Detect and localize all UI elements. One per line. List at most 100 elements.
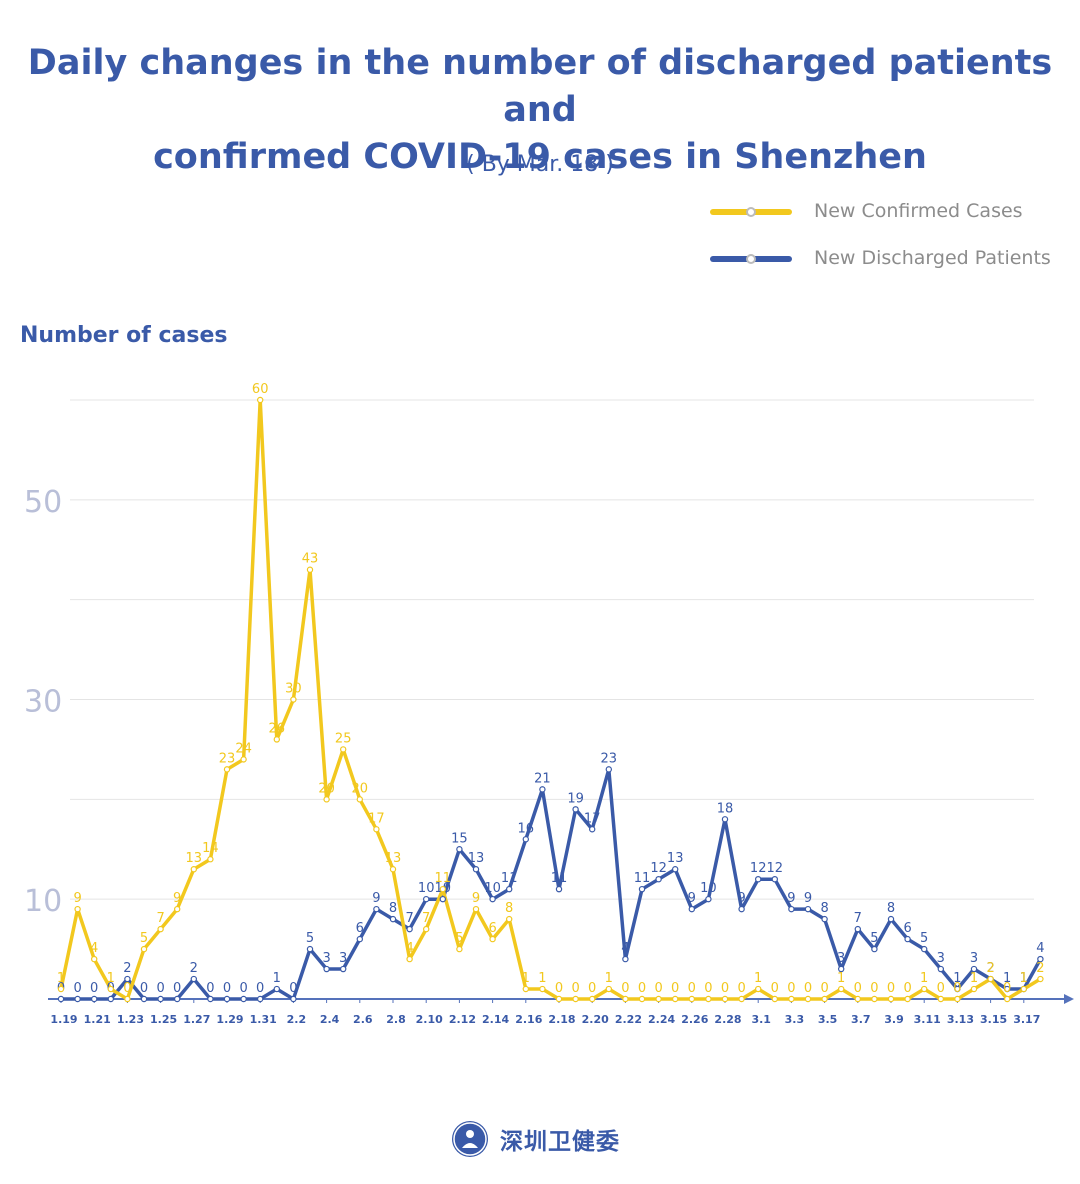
data-point-discharged <box>555 885 563 893</box>
data-point-discharged <box>356 935 363 943</box>
data-label-discharged: 9 <box>372 891 380 906</box>
data-label-discharged: 0 <box>239 981 247 996</box>
data-label-confirmed: 0 <box>654 981 662 996</box>
data-point-discharged <box>788 905 795 913</box>
data-point-confirmed <box>887 995 895 1003</box>
data-point-confirmed <box>290 696 297 703</box>
data-label-discharged: 2 <box>123 961 131 976</box>
data-point-confirmed <box>506 915 513 923</box>
data-label-confirmed: 4 <box>405 941 413 956</box>
data-label-confirmed: 0 <box>937 981 945 996</box>
legend-marker-confirmed <box>746 207 756 217</box>
data-point-confirmed <box>987 975 994 983</box>
data-point-discharged <box>173 995 181 1003</box>
data-label-confirmed: 13 <box>385 851 402 866</box>
data-point-confirmed <box>522 985 530 993</box>
data-label-discharged: 17 <box>584 811 601 826</box>
data-point-discharged <box>605 766 613 773</box>
data-point-discharged <box>257 995 264 1003</box>
data-label-confirmed: 1 <box>522 971 530 986</box>
data-label-discharged: 3 <box>937 951 945 966</box>
x-tick-label: 2.6 <box>353 1013 373 1026</box>
x-tick-label: 2.22 <box>615 1013 642 1026</box>
data-label-confirmed: 17 <box>368 811 385 826</box>
data-label-confirmed: 0 <box>887 981 895 996</box>
x-tick-label: 2.4 <box>320 1013 340 1026</box>
x-axis-arrow-icon <box>1064 994 1074 1004</box>
data-point-discharged <box>688 905 696 913</box>
data-point-confirmed <box>821 995 828 1003</box>
data-label-confirmed: 8 <box>505 901 513 916</box>
data-point-confirmed <box>406 955 413 963</box>
y-tick-label: 10 <box>24 884 62 919</box>
data-point-discharged <box>1004 985 1011 993</box>
data-point-confirmed <box>157 925 164 933</box>
x-tick-label: 1.21 <box>84 1013 111 1026</box>
data-point-discharged <box>423 895 430 903</box>
data-point-discharged <box>854 925 862 933</box>
data-point-discharged <box>771 876 779 883</box>
data-point-confirmed <box>705 995 712 1003</box>
data-point-discharged <box>904 935 911 943</box>
data-label-discharged: 4 <box>621 941 629 956</box>
data-point-confirmed <box>589 995 596 1003</box>
data-label-confirmed: 0 <box>771 981 779 996</box>
data-point-confirmed <box>937 995 945 1003</box>
x-tick-label: 2.10 <box>416 1013 443 1026</box>
data-point-confirmed <box>555 995 563 1003</box>
data-point-confirmed <box>423 925 430 933</box>
data-point-confirmed <box>489 935 496 943</box>
data-label-confirmed: 9 <box>73 891 81 906</box>
x-tick-label: 2.18 <box>548 1013 575 1026</box>
data-point-discharged <box>472 866 480 873</box>
data-point-discharged <box>140 995 148 1003</box>
data-label-discharged: 1 <box>1003 971 1011 986</box>
data-point-confirmed <box>638 995 646 1003</box>
data-point-confirmed <box>472 905 480 913</box>
data-label-discharged: 1 <box>1020 971 1028 986</box>
data-point-confirmed <box>721 995 729 1003</box>
data-label-discharged: 12 <box>750 861 767 876</box>
data-point-discharged <box>804 905 812 913</box>
data-point-discharged <box>821 915 828 923</box>
data-label-discharged: 10 <box>418 881 435 896</box>
chart-subtitle: ( By Mar. 18 ) <box>466 152 614 177</box>
data-point-discharged <box>887 915 895 923</box>
x-tick-label: 2.8 <box>386 1013 406 1026</box>
data-label-confirmed: 14 <box>202 841 219 856</box>
data-label-confirmed: 26 <box>269 721 286 736</box>
data-point-confirmed <box>257 396 264 404</box>
x-tick-label: 2.28 <box>714 1013 741 1026</box>
data-point-confirmed <box>74 905 81 913</box>
data-point-discharged <box>124 975 131 983</box>
data-point-discharged <box>323 965 330 973</box>
data-point-discharged <box>157 995 164 1003</box>
data-point-confirmed <box>572 995 579 1003</box>
legend-label-confirmed: New Confirmed Cases <box>814 200 1023 222</box>
data-label-confirmed: 0 <box>870 981 878 996</box>
x-tick-label: 2.26 <box>681 1013 708 1026</box>
data-label-confirmed: 30 <box>285 682 302 697</box>
data-point-discharged <box>190 975 197 983</box>
data-point-confirmed <box>804 995 812 1003</box>
data-point-discharged <box>755 876 762 883</box>
data-point-discharged <box>90 995 98 1003</box>
data-label-discharged: 21 <box>534 771 551 786</box>
data-label-discharged: 0 <box>256 981 264 996</box>
x-tick-label: 3.13 <box>947 1013 974 1026</box>
data-point-discharged <box>290 995 297 1003</box>
data-point-confirmed <box>871 995 878 1003</box>
x-tick-label: 1.25 <box>150 1013 177 1026</box>
data-point-discharged <box>705 895 712 903</box>
data-point-discharged <box>1037 955 1044 963</box>
data-point-confirmed <box>854 995 862 1003</box>
data-label-discharged: 13 <box>667 851 684 866</box>
data-label-confirmed: 0 <box>123 981 131 996</box>
data-label-discharged: 11 <box>634 871 651 886</box>
data-point-discharged <box>74 995 81 1003</box>
data-point-discharged <box>456 846 463 853</box>
data-point-discharged <box>57 995 65 1003</box>
data-point-discharged <box>589 826 596 833</box>
data-label-confirmed: 0 <box>704 981 712 996</box>
